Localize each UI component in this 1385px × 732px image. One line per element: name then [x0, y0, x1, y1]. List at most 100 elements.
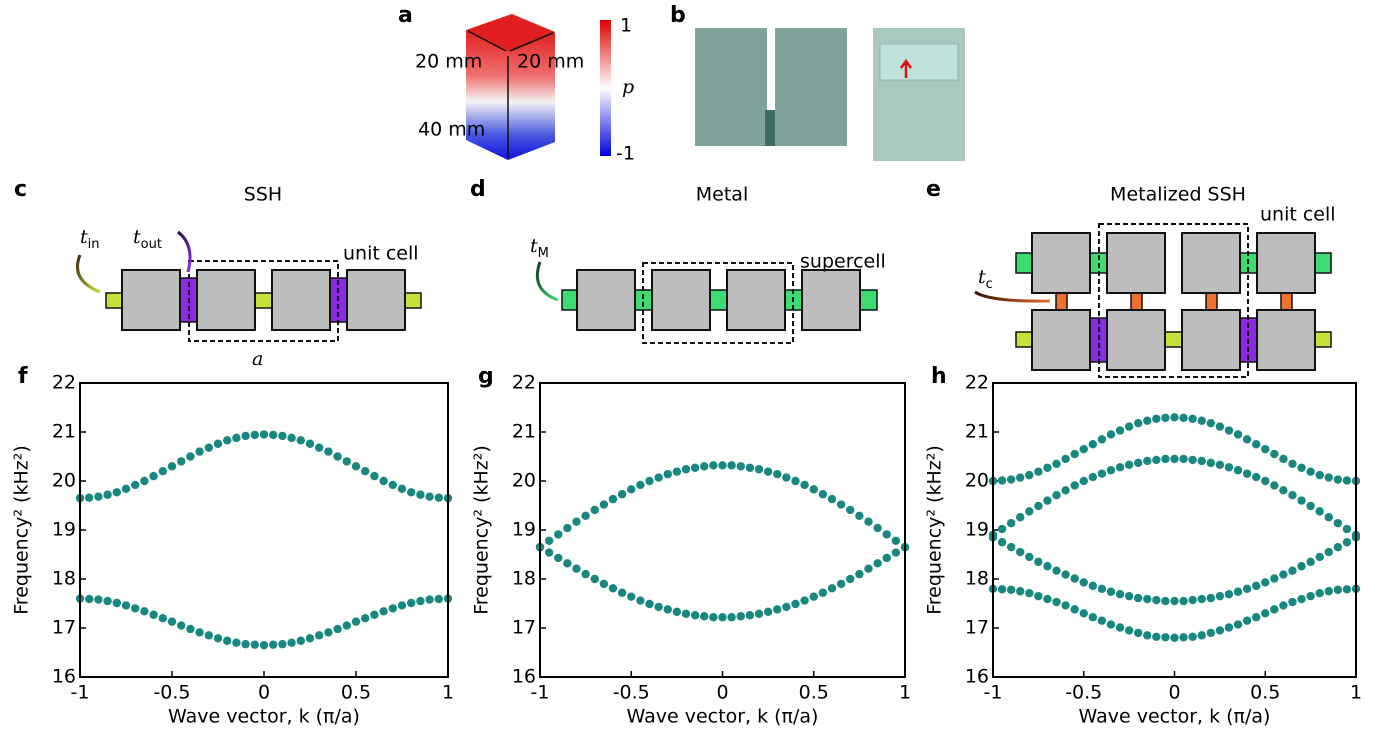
data-point: [1215, 422, 1225, 431]
data-point: [700, 612, 709, 621]
x-tick-label: 0.5: [799, 682, 829, 704]
data-point: [1106, 587, 1116, 596]
data-point: [1016, 547, 1025, 557]
panel-title: Metalized SSH: [1110, 184, 1246, 206]
data-point: [85, 493, 94, 502]
data-point: [1279, 454, 1288, 464]
data-point: [1188, 632, 1197, 642]
data-point: [809, 485, 818, 494]
data-point: [1324, 547, 1333, 557]
connector: [561, 289, 578, 311]
data-point: [1215, 626, 1225, 635]
data-point: [563, 523, 572, 533]
hopping-label: tin: [80, 226, 100, 252]
data-point: [754, 465, 764, 474]
y-axis-label: Frequency² (kHz²): [924, 445, 946, 615]
data-point: [1261, 578, 1270, 587]
data-point: [1279, 486, 1288, 495]
data-point: [1061, 486, 1070, 495]
data-point: [1270, 449, 1279, 459]
data-point: [1261, 444, 1270, 454]
data-point: [112, 598, 122, 608]
y-tick-label: 18: [512, 568, 536, 590]
data-point: [700, 462, 709, 471]
cavity: [651, 269, 711, 331]
x-tick-label: 1: [1350, 682, 1362, 704]
data-point: [1161, 454, 1170, 464]
panel-label: h: [931, 364, 947, 389]
data-point: [232, 433, 241, 443]
data-point: [305, 634, 315, 643]
data-point: [1061, 570, 1070, 579]
data-point: [388, 480, 397, 490]
data-point: [278, 639, 287, 649]
data-point: [1270, 481, 1279, 490]
data-point: [1188, 414, 1197, 423]
data-point: [1333, 475, 1343, 484]
data-point: [1079, 578, 1088, 587]
x-axis-label: Wave vector, k (π/a): [627, 706, 819, 728]
data-point: [763, 467, 773, 476]
lattice-label: a: [252, 348, 263, 370]
data-point: [1152, 455, 1161, 465]
data-point: [1016, 513, 1025, 522]
data-point: [1070, 481, 1079, 490]
data-point: [1279, 570, 1288, 579]
data-point: [1106, 430, 1116, 439]
data-point: [846, 574, 855, 584]
connector: [1280, 291, 1293, 312]
data-point: [1251, 472, 1261, 482]
data-point: [818, 490, 828, 499]
y-tick-label: 21: [512, 421, 536, 443]
data-point: [672, 467, 682, 476]
data-point: [608, 584, 618, 593]
data-point: [745, 463, 755, 472]
data-point: [736, 612, 745, 621]
data-point: [1161, 633, 1170, 642]
data-point: [891, 548, 901, 557]
data-point: [149, 471, 158, 481]
data-point: [131, 480, 140, 490]
hopping-label: tout: [133, 226, 162, 252]
data-point: [645, 476, 654, 486]
data-point: [213, 634, 223, 643]
data-point: [287, 433, 296, 443]
y-tick-label: 16: [52, 666, 76, 688]
data-point: [1152, 595, 1161, 605]
y-tick-label: 20: [512, 470, 536, 492]
data-point: [727, 613, 736, 622]
data-point: [791, 476, 800, 486]
connector: [1015, 252, 1033, 274]
cavity: [346, 269, 406, 331]
cavity: [1181, 309, 1241, 371]
data-point: [572, 517, 581, 526]
data-point: [1070, 605, 1079, 614]
data-point: [636, 480, 645, 490]
data-point: [1215, 460, 1225, 470]
data-point: [627, 485, 636, 494]
data-point: [718, 613, 727, 622]
x-tick-label: 0.5: [341, 682, 371, 704]
arrow: [76, 254, 101, 294]
data-point: [425, 595, 434, 604]
cube-top: [466, 14, 555, 52]
y-axis-label: Frequency² (kHz²): [471, 445, 493, 615]
data-point: [654, 473, 663, 482]
data-point: [1006, 585, 1016, 594]
data-point: [1052, 597, 1061, 607]
data-point: [554, 553, 563, 563]
cavity: [1181, 232, 1241, 294]
data-point: [1233, 466, 1243, 475]
data-point: [1043, 463, 1052, 472]
data-point: [1061, 601, 1070, 610]
plot-frame: [992, 382, 1357, 678]
data-point: [590, 505, 599, 515]
panel-label: f: [18, 364, 28, 389]
data-point: [827, 494, 837, 504]
y-tick-label: 22: [52, 372, 76, 394]
data-point: [1079, 444, 1088, 454]
data-point: [1052, 566, 1061, 575]
data-point: [727, 461, 736, 470]
data-point: [1188, 595, 1197, 605]
